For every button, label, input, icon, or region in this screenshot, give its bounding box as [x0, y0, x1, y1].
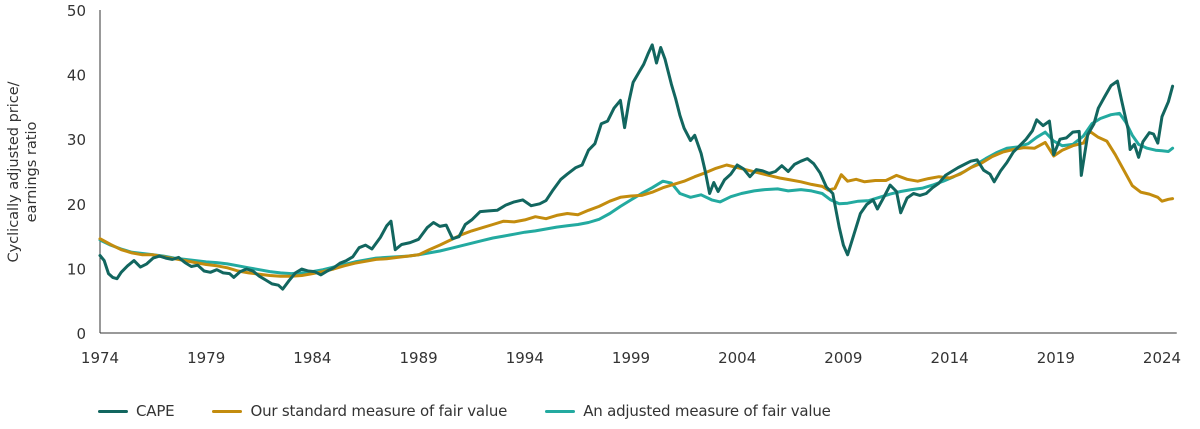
legend-item-cape: CAPE: [98, 402, 175, 420]
y-tick-label: 10: [67, 260, 86, 278]
y-tick-label: 0: [76, 325, 86, 343]
y-tick-label: 40: [67, 67, 86, 85]
x-tick-label: 2009: [824, 349, 862, 367]
y-tick-label: 20: [67, 196, 86, 214]
x-tick-label: 2014: [931, 349, 969, 367]
x-tick-label: 1989: [400, 349, 438, 367]
x-tick-label: 1999: [612, 349, 650, 367]
x-tick-label: 1984: [293, 349, 331, 367]
chart: Cyclically adjusted price/ earnings rati…: [6, 2, 1181, 367]
x-axis-ticks: 1974 1979 1984 1989 1994 1999 2004 2009 2014 2019…: [81, 349, 1181, 367]
y-axis-ticks: 0 10 20 30 40 50: [67, 2, 86, 343]
legend-label-standard-fair-value: Our standard measure of fair value: [250, 402, 508, 420]
series-line-our-standard-measure-of-fair-value: [98, 129, 1175, 278]
x-tick-label: 2004: [718, 349, 756, 367]
y-tick-label: 50: [67, 2, 86, 20]
y-axis-label-line-2: earnings ratio: [24, 122, 40, 223]
x-tick-label: 1974: [81, 349, 119, 367]
y-axis-label-line-1: Cyclically adjusted price/: [6, 81, 22, 262]
legend-swatch-cape: [98, 409, 128, 413]
legend-label-cape: CAPE: [136, 402, 175, 420]
x-tick-label: 2019: [1037, 349, 1075, 367]
legend-swatch-standard-fair-value: [212, 409, 243, 413]
series-line-an-adjusted-measure-of-fair-value: [98, 111, 1175, 276]
legend: CAPE Our standard measure of fair value …: [98, 402, 869, 420]
series-line-cape: [98, 43, 1175, 291]
x-tick-label: 2024: [1143, 349, 1181, 367]
legend-label-adjusted-fair-value: An adjusted measure of fair value: [583, 402, 831, 420]
x-tick-label: 1979: [187, 349, 225, 367]
legend-item-standard-fair-value: Our standard measure of fair value: [212, 402, 507, 420]
x-tick-label: 1994: [506, 349, 544, 367]
y-tick-label: 30: [67, 131, 86, 149]
legend-swatch-adjusted-fair-value: [545, 409, 576, 413]
legend-item-adjusted-fair-value: An adjusted measure of fair value: [545, 402, 831, 420]
y-axis-label: Cyclically adjusted price/ earnings rati…: [6, 81, 40, 262]
series-group: [98, 43, 1175, 291]
